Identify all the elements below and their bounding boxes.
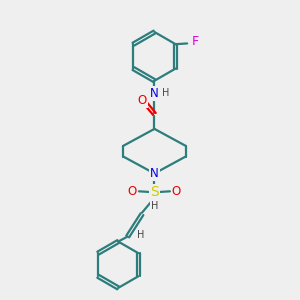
Text: H: H xyxy=(162,88,169,98)
Text: H: H xyxy=(151,201,158,211)
Text: N: N xyxy=(150,167,159,180)
Text: N: N xyxy=(149,87,158,100)
Text: O: O xyxy=(172,185,181,198)
Text: F: F xyxy=(192,35,199,49)
Text: H: H xyxy=(136,230,144,240)
Text: O: O xyxy=(137,94,147,107)
Text: O: O xyxy=(128,185,137,198)
Text: S: S xyxy=(150,185,159,199)
